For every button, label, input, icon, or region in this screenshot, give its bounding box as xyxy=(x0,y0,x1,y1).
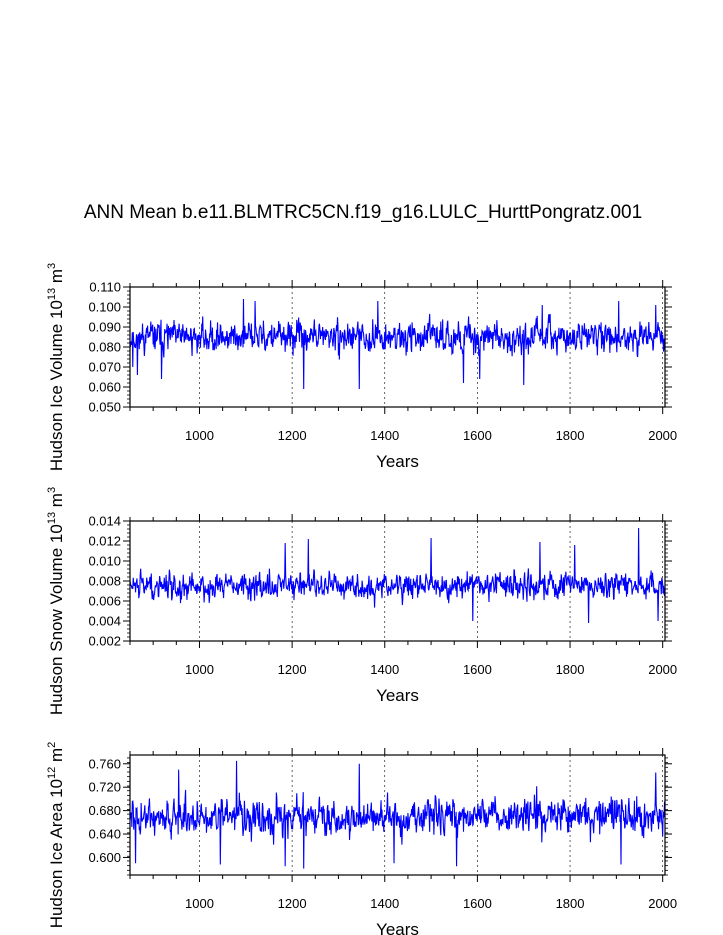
x-tick-label: 1400 xyxy=(370,428,399,443)
y-tick-label: 0.060 xyxy=(88,380,121,395)
x-tick-label: 1000 xyxy=(185,662,214,677)
y-tick-label: 0.760 xyxy=(88,756,121,771)
x-tick-label: 1000 xyxy=(185,428,214,443)
y-tick-label: 0.012 xyxy=(88,534,121,549)
panel-1: 1000 1200 1400 1600 1800 2000 0.050 0.060 0.070 0… xyxy=(46,263,677,471)
x-tick-label: 2000 xyxy=(648,896,677,911)
figure-title: ANN Mean b.e11.BLMTRC5CN.f19_g16.LULC_Hu… xyxy=(84,202,642,223)
y-tick-label: 0.050 xyxy=(88,400,121,415)
x-axis-label: Years xyxy=(376,452,419,471)
y-axis-label-part: Hudson Ice Area xyxy=(47,798,66,928)
x-tick-label: 1200 xyxy=(278,662,307,677)
plot-frame xyxy=(129,286,666,408)
panel-2: 1000 1200 1400 1600 1800 2000 0.002 0.004 0.006 0… xyxy=(46,487,677,715)
x-tick-label: 2000 xyxy=(648,662,677,677)
y-tick-label: 0.006 xyxy=(88,594,121,609)
x-tick-label: 1800 xyxy=(556,428,585,443)
x-tick-label: 2000 xyxy=(648,428,677,443)
x-tick-label: 1600 xyxy=(463,896,492,911)
plot-frame xyxy=(129,754,666,876)
x-tick-label: 1800 xyxy=(556,662,585,677)
x-axis-label: Years xyxy=(376,686,419,705)
panel-3: 1000 1200 1400 1600 1800 2000 0.600 0.640 0.680 0… xyxy=(46,742,677,935)
x-tick-label: 1200 xyxy=(278,428,307,443)
y-tick-label: 0.100 xyxy=(88,300,121,315)
y-tick-label: 0.004 xyxy=(88,614,121,629)
x-tick-label: 1000 xyxy=(185,896,214,911)
series-line xyxy=(129,298,666,390)
y-tick-label: 0.110 xyxy=(89,280,121,295)
y-axis-label-part: 10 xyxy=(47,300,66,319)
y-tick-label: 0.600 xyxy=(88,850,121,865)
y-axis-label-part: m xyxy=(47,269,66,288)
x-tick-label: 1400 xyxy=(370,662,399,677)
y-tick-label: 0.070 xyxy=(88,360,121,375)
y-axis-label-part: 3 xyxy=(46,263,58,269)
y-axis-label-part: m xyxy=(47,493,66,512)
x-axis-label: Years xyxy=(376,920,419,935)
y-tick-label: 0.008 xyxy=(88,574,121,589)
x-tick-label: 1600 xyxy=(463,428,492,443)
y-tick-label: 0.720 xyxy=(88,780,121,795)
y-tick-label: 0.680 xyxy=(88,803,121,818)
y-axis-label-part: 3 xyxy=(46,487,58,493)
y-tick-label: 0.002 xyxy=(88,634,121,649)
series-line xyxy=(129,527,666,624)
y-axis-label-part: 13 xyxy=(46,512,58,524)
y-axis-label-part: Hudson Ice Volume xyxy=(47,319,66,471)
y-tick-label: 0.010 xyxy=(88,554,121,569)
y-axis-label-part: Hudson Snow Volume xyxy=(47,543,66,715)
y-axis-label-part: 10 xyxy=(47,524,66,543)
y-tick-label: 0.090 xyxy=(88,320,121,335)
x-tick-label: 1200 xyxy=(278,896,307,911)
x-tick-label: 1400 xyxy=(370,896,399,911)
series-line xyxy=(129,760,666,869)
y-tick-label: 0.640 xyxy=(88,827,121,842)
y-tick-label: 0.080 xyxy=(88,340,121,355)
x-tick-label: 1800 xyxy=(556,896,585,911)
y-axis-label-part: 12 xyxy=(46,767,58,779)
y-axis-label: Hudson Ice Volume 1013 m3 xyxy=(46,263,66,471)
y-axis-label-part: 2 xyxy=(46,742,58,748)
x-tick-label: 1600 xyxy=(463,662,492,677)
y-axis-label: Hudson Snow Volume 1013 m3 xyxy=(46,487,66,715)
y-axis-label-part: 13 xyxy=(46,288,58,300)
y-tick-label: 0.014 xyxy=(88,514,121,529)
y-axis-label: Hudson Ice Area 1012 m2 xyxy=(46,742,66,929)
y-axis-label-part: m xyxy=(47,748,66,767)
y-axis-label-part: 10 xyxy=(47,779,66,798)
